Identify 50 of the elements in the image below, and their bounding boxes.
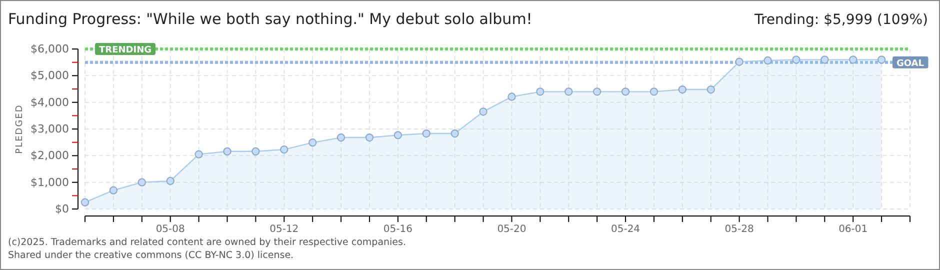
point (80, 198, 90, 206)
chart-subtitle: Trending: $5,999 (109%) (753, 12, 928, 28)
ref-line-label: GOAL (896, 58, 924, 69)
x-tick-label: 05-20 (497, 224, 526, 236)
x-tick-label: 05-24 (610, 224, 640, 236)
point (138, 178, 146, 186)
point (678, 85, 686, 94)
point (877, 56, 886, 64)
point (849, 56, 858, 64)
point (735, 58, 744, 66)
text: Shared under the creative commons (CC BY-NC 3.0) license. (8, 250, 294, 261)
point (223, 147, 232, 156)
y-axis-title: PLEDGED (15, 104, 25, 154)
point (365, 133, 374, 142)
text: (c)2025. Trademarks and related content are owned by their respective companies. (8, 237, 406, 248)
ref-line-label: TRENDING (99, 46, 152, 56)
point (621, 88, 630, 96)
point (508, 92, 516, 101)
point (280, 145, 288, 154)
point (336, 133, 346, 142)
point (479, 108, 488, 116)
point (422, 129, 430, 138)
x-tick-label: 05-12 (270, 224, 299, 236)
y-tick-label: $6,000 (30, 42, 69, 56)
point (650, 88, 658, 96)
point (706, 85, 715, 94)
y-tick-label: $4,000 (30, 96, 69, 109)
point (536, 88, 544, 96)
point (394, 131, 402, 140)
point (593, 88, 602, 96)
x-tick-label: 05-16 (383, 224, 412, 236)
point (166, 176, 174, 186)
y-tick-label: $1,000 (30, 176, 69, 189)
y-tick-label: $3,000 (30, 122, 69, 136)
y-tick-label: $0 (55, 202, 69, 216)
point (564, 88, 573, 96)
x-tick-label: 05-08 (156, 224, 185, 236)
point (764, 56, 772, 65)
point (820, 56, 829, 64)
point (450, 129, 459, 138)
y-tick-label: $5,000 (30, 69, 69, 82)
y-tick-label: $2,000 (30, 149, 69, 162)
point (194, 150, 203, 158)
point (792, 56, 800, 64)
point (308, 138, 317, 147)
chart-title: Funding Progress: "While we both say nothing." My debut solo album! (8, 10, 532, 28)
x-tick-label: 06-01 (838, 224, 868, 236)
point (252, 147, 260, 156)
point (109, 186, 118, 194)
x-tick-label: 05-28 (724, 224, 754, 236)
